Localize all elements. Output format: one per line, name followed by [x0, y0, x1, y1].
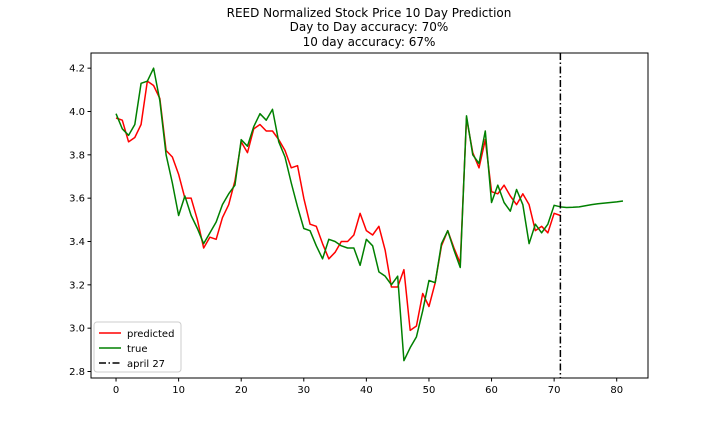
y-tick-label: 4.0	[69, 107, 85, 118]
y-tick-label: 3.6	[69, 194, 85, 205]
y-tick-label: 3.4	[69, 237, 85, 248]
y-tick-label: 3.8	[69, 150, 85, 161]
x-tick-label: 40	[360, 385, 373, 396]
legend-label-april-27: april 27	[127, 359, 165, 370]
y-tick-label: 2.8	[69, 367, 85, 378]
y-tick-label: 3.2	[69, 280, 85, 291]
x-tick-label: 50	[423, 385, 436, 396]
legend: predicted true april 27	[93, 321, 182, 373]
x-tick-label: 30	[297, 385, 310, 396]
axes-frame	[90, 52, 649, 379]
x-tick-label: 60	[485, 385, 498, 396]
x-tick-label: 70	[548, 385, 561, 396]
y-tick-label: 4.2	[69, 64, 85, 75]
x-tick-label: 10	[172, 385, 185, 396]
chart-title-line-2: Day to Day accuracy: 70%	[290, 20, 449, 34]
y-tick-label: 3.0	[69, 324, 85, 335]
x-tick-label: 20	[235, 385, 248, 396]
axes: 0 10 20 30 40 50 60 70 80 2.8 3.0 3.2 3.4 3.6 3.8 4.0 4.…	[69, 52, 649, 396]
plot-area	[115, 53, 624, 378]
legend-box	[93, 321, 182, 373]
x-tick-label: 0	[113, 385, 119, 396]
chart-title-line-1: REED Normalized Stock Price 10 Day Predi…	[227, 6, 512, 20]
x-tick-label: 80	[610, 385, 623, 396]
series-line-true	[115, 67, 624, 362]
legend-label-predicted: predicted	[127, 329, 174, 340]
chart-title-line-3: 10 day accuracy: 67%	[303, 35, 436, 49]
legend-label-true: true	[127, 344, 148, 355]
